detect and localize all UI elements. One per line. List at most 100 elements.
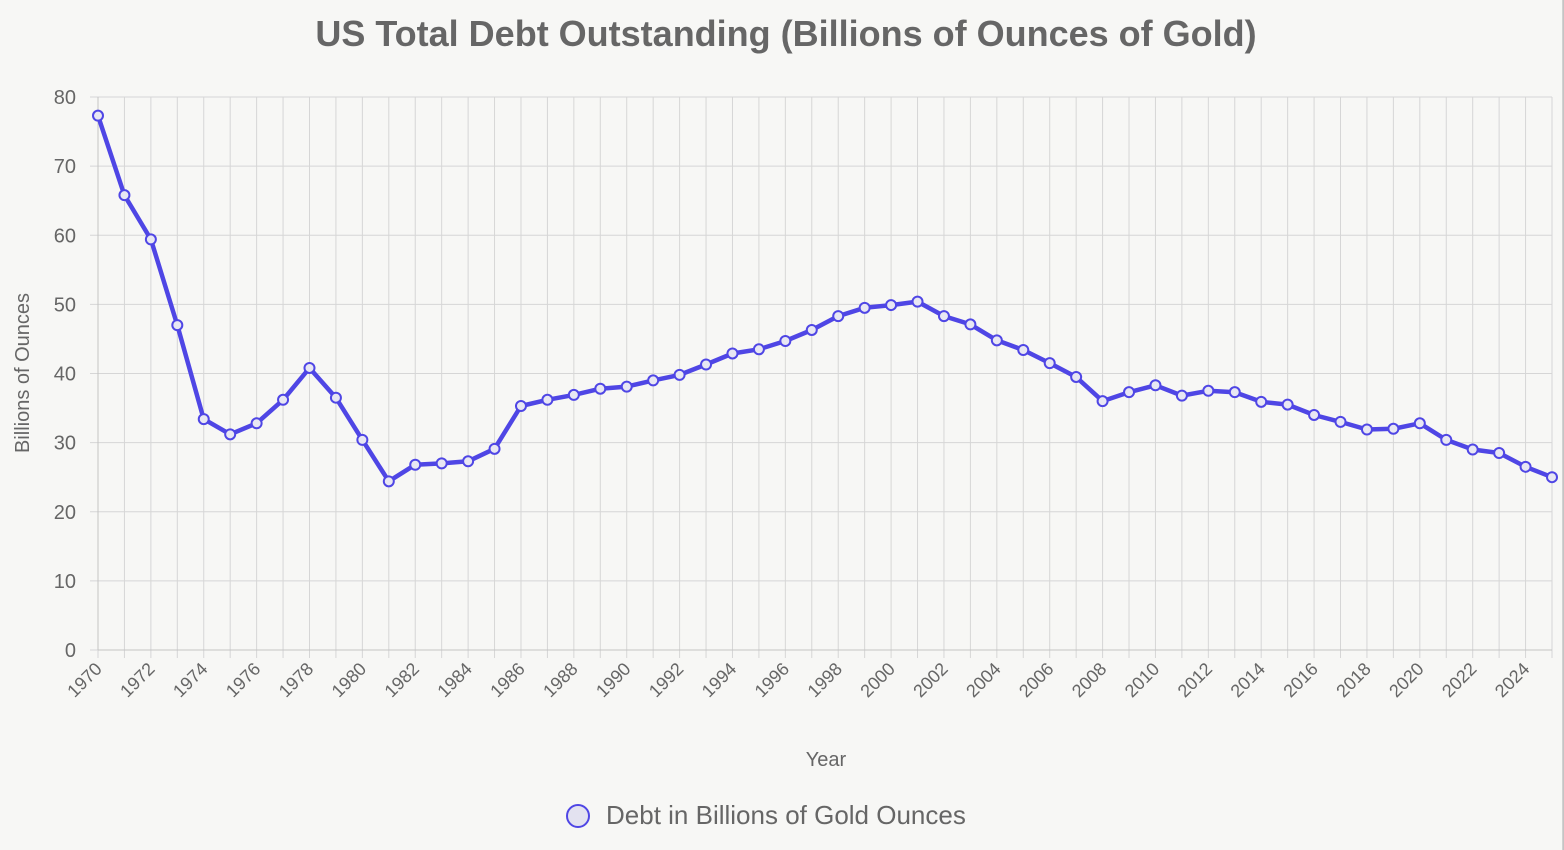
series-layer bbox=[92, 109, 1558, 488]
data-point[interactable] bbox=[1255, 395, 1268, 408]
x-tick-label: 1998 bbox=[804, 659, 846, 701]
data-point[interactable] bbox=[673, 368, 686, 381]
y-tick-label: 10 bbox=[54, 571, 76, 593]
x-tick-label: 1990 bbox=[592, 659, 634, 701]
x-tick-label: 1970 bbox=[63, 659, 105, 701]
data-point[interactable] bbox=[1387, 422, 1400, 435]
series-line bbox=[95, 113, 1555, 484]
data-point[interactable] bbox=[514, 399, 527, 412]
data-point[interactable] bbox=[1096, 395, 1109, 408]
data-point[interactable] bbox=[409, 458, 422, 471]
data-point[interactable] bbox=[1360, 423, 1373, 436]
data-point[interactable] bbox=[118, 189, 131, 202]
legend-label: Debt in Billions of Gold Ounces bbox=[606, 800, 966, 830]
x-tick-label: 1988 bbox=[539, 659, 581, 701]
data-point[interactable] bbox=[356, 433, 369, 446]
data-point[interactable] bbox=[303, 361, 316, 374]
y-tick-label: 0 bbox=[65, 640, 76, 662]
x-tick-label: 2018 bbox=[1332, 659, 1374, 701]
data-point[interactable] bbox=[805, 323, 818, 336]
data-point[interactable] bbox=[937, 310, 950, 323]
x-tick-label: 2010 bbox=[1121, 659, 1163, 701]
data-point[interactable] bbox=[435, 457, 448, 470]
data-point[interactable] bbox=[1202, 384, 1215, 397]
data-point[interactable] bbox=[1546, 471, 1558, 484]
x-tick-label: 2008 bbox=[1068, 659, 1110, 701]
data-point[interactable] bbox=[1043, 357, 1056, 370]
data-point[interactable] bbox=[329, 391, 342, 404]
data-point[interactable] bbox=[1281, 398, 1294, 411]
data-point[interactable] bbox=[541, 393, 554, 406]
data-point[interactable] bbox=[858, 301, 871, 314]
x-tick-label: 2006 bbox=[1015, 659, 1057, 701]
x-tick-label: 1980 bbox=[328, 659, 370, 701]
data-point[interactable] bbox=[647, 374, 660, 387]
data-point[interactable] bbox=[700, 358, 713, 371]
x-tick-label: 2004 bbox=[962, 659, 1004, 701]
data-point[interactable] bbox=[1493, 446, 1506, 459]
data-point[interactable] bbox=[171, 319, 184, 332]
x-tick-label: 2022 bbox=[1438, 659, 1480, 701]
x-tick-label: 1992 bbox=[645, 659, 687, 701]
x-tick-label: 1984 bbox=[433, 659, 475, 701]
x-tick-label: 1974 bbox=[169, 659, 211, 701]
y-tick-label: 60 bbox=[54, 225, 76, 247]
data-point[interactable] bbox=[92, 109, 104, 122]
x-tick-label: 2014 bbox=[1227, 659, 1269, 701]
axes: 0 10 20 30 40 50 60 70 80 1970 1972 1974 1976 1978 198… bbox=[54, 87, 1552, 701]
legend[interactable]: Debt in Billions of Gold Ounces bbox=[566, 800, 966, 830]
data-point[interactable] bbox=[1413, 417, 1426, 430]
data-point[interactable] bbox=[567, 388, 580, 401]
x-tick-label: 2000 bbox=[856, 659, 898, 701]
x-tick-label: 2020 bbox=[1385, 659, 1427, 701]
data-point[interactable] bbox=[885, 299, 898, 312]
y-tick-label: 50 bbox=[54, 294, 76, 316]
x-tick-label: 2016 bbox=[1279, 659, 1321, 701]
data-point[interactable] bbox=[250, 417, 263, 430]
data-point[interactable] bbox=[277, 393, 290, 406]
y-tick-label: 80 bbox=[54, 87, 76, 109]
data-point[interactable] bbox=[1228, 386, 1241, 399]
x-tick-label: 2024 bbox=[1491, 659, 1533, 701]
window-edge bbox=[1562, 0, 1564, 850]
data-point[interactable] bbox=[1175, 389, 1188, 402]
data-point[interactable] bbox=[1123, 386, 1136, 399]
data-point[interactable] bbox=[752, 343, 765, 356]
data-point[interactable] bbox=[779, 335, 792, 348]
y-tick-label: 40 bbox=[54, 364, 76, 386]
y-tick-label: 20 bbox=[54, 502, 76, 524]
data-point[interactable] bbox=[224, 428, 237, 441]
y-tick-label: 30 bbox=[54, 433, 76, 455]
x-tick-label: 1972 bbox=[116, 659, 158, 701]
data-point[interactable] bbox=[832, 310, 845, 323]
data-point[interactable] bbox=[1519, 460, 1532, 473]
data-point[interactable] bbox=[1308, 408, 1321, 421]
y-tick-label: 70 bbox=[54, 156, 76, 178]
x-tick-label: 1982 bbox=[381, 659, 423, 701]
grid-lines bbox=[90, 96, 1553, 658]
x-axis-label: Year bbox=[806, 749, 847, 771]
data-point[interactable] bbox=[1149, 379, 1162, 392]
data-point[interactable] bbox=[1334, 415, 1347, 428]
data-point[interactable] bbox=[197, 413, 210, 426]
data-point[interactable] bbox=[990, 334, 1003, 347]
legend-marker bbox=[566, 804, 590, 828]
data-point[interactable] bbox=[964, 318, 977, 331]
x-tick-label: 1994 bbox=[698, 659, 740, 701]
data-point[interactable] bbox=[726, 347, 739, 360]
data-point[interactable] bbox=[382, 475, 395, 488]
data-point[interactable] bbox=[488, 442, 501, 455]
data-point[interactable] bbox=[144, 233, 157, 246]
data-point[interactable] bbox=[594, 382, 607, 395]
data-point[interactable] bbox=[911, 295, 924, 308]
data-point[interactable] bbox=[462, 455, 475, 468]
data-point[interactable] bbox=[620, 380, 633, 393]
x-tick-label: 1978 bbox=[275, 659, 317, 701]
data-point[interactable] bbox=[1017, 343, 1030, 356]
chart-title: US Total Debt Outstanding (Billions of O… bbox=[315, 13, 1256, 54]
x-tick-label: 2012 bbox=[1174, 659, 1216, 701]
data-point[interactable] bbox=[1466, 443, 1479, 456]
data-point[interactable] bbox=[1070, 370, 1083, 383]
data-point[interactable] bbox=[1440, 433, 1453, 446]
